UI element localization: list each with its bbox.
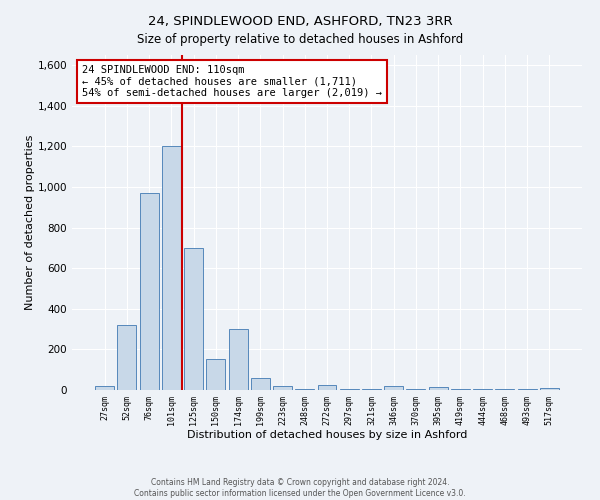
- Bar: [362, 389, 381, 390]
- Bar: [295, 389, 314, 390]
- Bar: [384, 386, 403, 390]
- Bar: [496, 389, 514, 390]
- Bar: [317, 385, 337, 390]
- Bar: [429, 387, 448, 390]
- Bar: [540, 388, 559, 390]
- Bar: [95, 386, 114, 390]
- Bar: [162, 146, 181, 390]
- Bar: [118, 325, 136, 390]
- Bar: [229, 329, 248, 390]
- Bar: [451, 389, 470, 390]
- Bar: [406, 389, 425, 390]
- Bar: [273, 386, 292, 390]
- Y-axis label: Number of detached properties: Number of detached properties: [25, 135, 35, 310]
- Bar: [518, 389, 536, 390]
- Text: Contains HM Land Registry data © Crown copyright and database right 2024.
Contai: Contains HM Land Registry data © Crown c…: [134, 478, 466, 498]
- Bar: [206, 358, 225, 390]
- X-axis label: Distribution of detached houses by size in Ashford: Distribution of detached houses by size …: [187, 430, 467, 440]
- Bar: [140, 193, 158, 390]
- Text: Size of property relative to detached houses in Ashford: Size of property relative to detached ho…: [137, 32, 463, 46]
- Bar: [340, 389, 359, 390]
- Text: 24 SPINDLEWOOD END: 110sqm
← 45% of detached houses are smaller (1,711)
54% of s: 24 SPINDLEWOOD END: 110sqm ← 45% of deta…: [82, 65, 382, 98]
- Bar: [184, 248, 203, 390]
- Bar: [251, 378, 270, 390]
- Bar: [473, 389, 492, 390]
- Text: 24, SPINDLEWOOD END, ASHFORD, TN23 3RR: 24, SPINDLEWOOD END, ASHFORD, TN23 3RR: [148, 15, 452, 28]
